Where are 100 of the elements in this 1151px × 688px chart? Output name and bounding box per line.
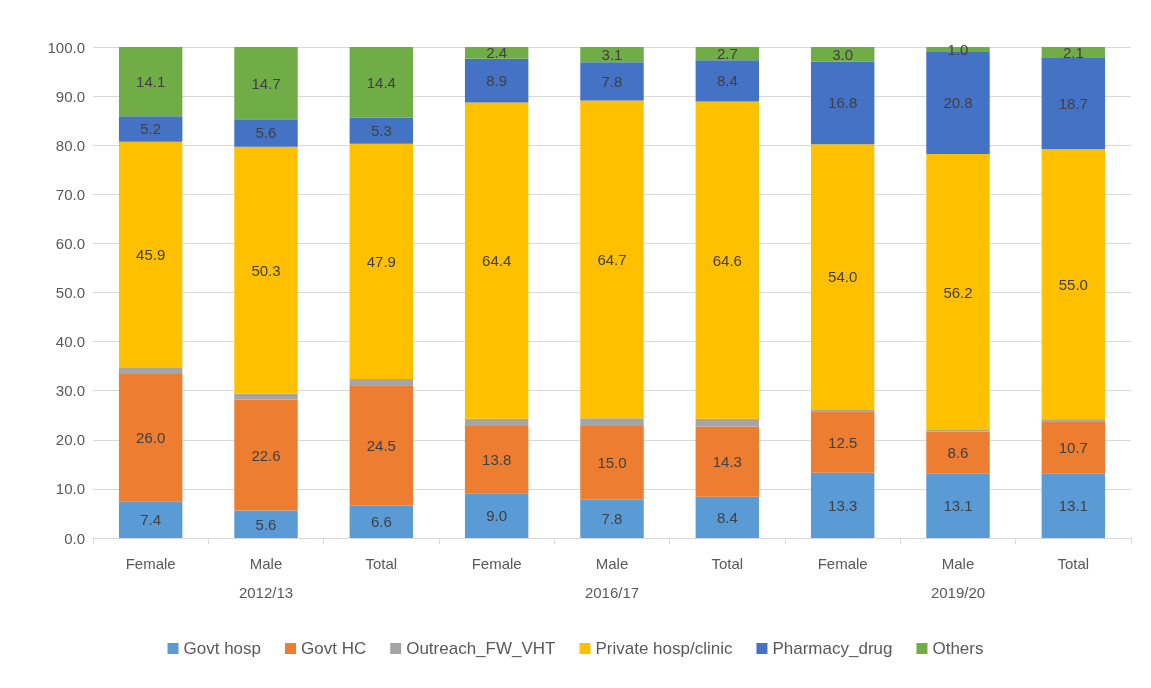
- bar: [234, 146, 298, 394]
- text: 2012/13: [238, 584, 294, 601]
- text: 2019/20: [930, 584, 986, 601]
- data-label: 18.7: [1058, 94, 1088, 112]
- data-label: 64.6: [712, 251, 742, 269]
- y-tick-label: 10.0: [55, 480, 85, 498]
- bar: [926, 473, 990, 538]
- bar: [234, 47, 298, 120]
- x-tick-label: Male: [941, 555, 975, 572]
- bar: [234, 119, 298, 147]
- y-tick-label: 40.0: [55, 333, 85, 351]
- text: 2016/17: [584, 584, 640, 601]
- data-label: 14.7: [251, 74, 281, 92]
- data-label: 2.7: [716, 45, 738, 63]
- bar: [810, 61, 875, 145]
- bar: [118, 367, 183, 375]
- y-tick-label: 80.0: [55, 136, 85, 154]
- bar: [349, 385, 414, 506]
- data-label: 3.0: [832, 45, 854, 63]
- data-label: 2.1: [1062, 43, 1084, 61]
- bar: [926, 154, 990, 430]
- bar: [1041, 149, 1106, 420]
- data-label: 24.5: [366, 436, 396, 454]
- bar: [118, 374, 183, 502]
- bar: [695, 496, 760, 538]
- data-label: 13.8: [482, 451, 512, 469]
- data-label: 8.4: [716, 508, 738, 526]
- data-label: 54.0: [828, 268, 858, 286]
- y-tick-label: 0.0: [64, 529, 85, 547]
- data-label: 8.6: [947, 444, 969, 462]
- bar: [464, 493, 529, 538]
- bar: [810, 144, 875, 410]
- bar: [118, 47, 183, 117]
- bar: [349, 117, 414, 144]
- bar: [118, 116, 183, 142]
- x-tick-label: Female: [817, 555, 868, 572]
- x-tick-label: Male: [595, 555, 629, 572]
- bar: [464, 58, 529, 103]
- data-label: 15.0: [597, 454, 627, 472]
- bar: [349, 505, 414, 538]
- data-label: 56.2: [943, 283, 973, 301]
- x-tick-label: Total: [1057, 555, 1090, 572]
- data-label: 5.6: [255, 515, 277, 533]
- y-tick-label: 50.0: [55, 284, 85, 301]
- legend-label: Govt HC: [301, 639, 367, 658]
- bar: [1041, 57, 1106, 150]
- bar: [118, 501, 183, 538]
- bar: [1041, 421, 1106, 474]
- bar: [464, 418, 529, 427]
- data-label: 8.9: [486, 72, 508, 90]
- data-label: 13.1: [1058, 497, 1088, 515]
- x-tick-label: Female: [471, 555, 522, 572]
- data-label: 8.4: [716, 72, 738, 90]
- y-tick-label: 70.0: [55, 185, 85, 203]
- data-label: 13.3: [828, 496, 858, 514]
- data-label: 10.7: [1058, 438, 1088, 456]
- bar: [695, 60, 760, 102]
- legend-label: Private hosp/clinic: [595, 639, 733, 658]
- data-label: 20.8: [943, 94, 973, 112]
- x-tick-label: Female: [125, 555, 176, 572]
- bar: [695, 426, 760, 497]
- bar: [464, 426, 529, 494]
- data-label: 64.4: [482, 252, 512, 270]
- legend-label: Govt hosp: [183, 639, 262, 658]
- bar: [349, 143, 414, 379]
- y-tick-label: 90.0: [55, 87, 85, 105]
- data-label: 12.5: [828, 433, 858, 451]
- bar: [580, 47, 644, 63]
- x-tick-label: Total: [365, 555, 398, 572]
- bar: [926, 431, 990, 474]
- bar: [234, 510, 298, 538]
- bar: [580, 62, 644, 101]
- data-label: 3.1: [601, 46, 623, 64]
- bar: [234, 399, 298, 511]
- bar: [580, 426, 644, 500]
- data-label: 26.0: [136, 429, 166, 447]
- y-tick-label: 60.0: [55, 234, 85, 252]
- data-label: 16.8: [828, 94, 858, 112]
- data-label: 7.8: [601, 72, 623, 90]
- bar: [1041, 473, 1106, 538]
- data-label: 64.7: [597, 250, 627, 268]
- data-label: 14.4: [366, 73, 396, 91]
- data-label: 45.9: [136, 245, 166, 263]
- data-label: 55.0: [1058, 275, 1088, 293]
- bar: [580, 418, 644, 427]
- data-label: 14.1: [136, 73, 166, 91]
- y-tick-label: 20.0: [55, 431, 85, 449]
- legend-label: Pharmacy_drug: [772, 639, 893, 658]
- bar: [580, 499, 644, 538]
- data-label: 47.9: [366, 252, 396, 270]
- bar: [118, 141, 183, 368]
- data-label: 2.4: [486, 44, 508, 62]
- bar: [234, 393, 298, 400]
- bar: [464, 102, 529, 419]
- bar: [695, 101, 760, 419]
- data-label: 22.6: [251, 446, 281, 464]
- bar: [810, 411, 875, 473]
- data-label: 5.2: [140, 120, 162, 138]
- y-tick-label: 30.0: [55, 382, 85, 400]
- x-tick-label: Total: [711, 555, 744, 572]
